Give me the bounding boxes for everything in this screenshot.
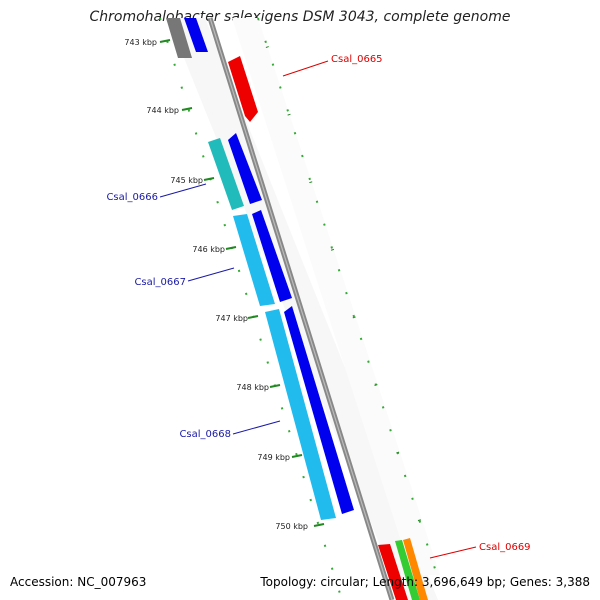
tick-label-746: 746 kbp bbox=[192, 245, 225, 254]
leader-csal-0669 bbox=[429, 546, 477, 559]
gene-csal-0666 bbox=[228, 133, 262, 204]
tick-label-749: 749 kbp bbox=[257, 453, 290, 462]
tick-label-748: 748 kbp bbox=[236, 383, 269, 392]
tick-mark-743 bbox=[159, 39, 171, 43]
tick-label-747: 747 kbp bbox=[215, 314, 248, 323]
genome-backbone-highlight bbox=[209, 17, 393, 600]
rna-gene-orange bbox=[403, 538, 428, 600]
tick-mark-748 bbox=[269, 384, 281, 388]
gene-csal-0668-light bbox=[265, 309, 336, 520]
outer-track-band bbox=[232, 18, 440, 575]
gene-label-csal-0665: Csal_0665 bbox=[331, 54, 383, 65]
leader-csal-0666 bbox=[159, 183, 207, 198]
gene-label-csal-0666: Csal_0666 bbox=[106, 192, 158, 203]
leader-csal-0667 bbox=[187, 267, 235, 282]
tick-mark-750 bbox=[313, 523, 325, 527]
gene-label-csal-0667: Csal_0667 bbox=[134, 277, 186, 288]
outer-dotted-boundary bbox=[257, 17, 438, 576]
tick-mark-745 bbox=[203, 177, 215, 181]
tick-mark-746 bbox=[225, 246, 237, 250]
gene-csal-0669 bbox=[378, 544, 408, 600]
gene-csal-0667 bbox=[252, 210, 292, 302]
gene-label-csal-0669: Csal_0669 bbox=[479, 542, 531, 553]
blue-gene-upper bbox=[184, 18, 208, 52]
tick-mark-747 bbox=[247, 315, 259, 319]
topology-text: Topology: circular; Length: 3,696,649 bp… bbox=[260, 575, 590, 589]
gray-gene-upper bbox=[166, 18, 192, 58]
gene-label-csal-0668: Csal_0668 bbox=[179, 429, 231, 440]
tick-mark-749 bbox=[291, 454, 303, 458]
accession-text: Accession: NC_007963 bbox=[10, 575, 147, 589]
rna-gene-green bbox=[395, 540, 420, 600]
gene-csal-0668 bbox=[284, 306, 354, 514]
tick-mark-744 bbox=[181, 107, 193, 111]
tick-label-750: 750 kbp bbox=[275, 522, 308, 531]
gene-csal-0667-light bbox=[233, 214, 275, 306]
tick-label-745: 745 kbp bbox=[170, 176, 203, 185]
gene-csal-0666-cyan bbox=[208, 138, 244, 210]
gene-csal-0665 bbox=[228, 56, 258, 122]
tick-label-743: 743 kbp bbox=[124, 38, 157, 47]
leader-csal-0668 bbox=[232, 420, 281, 435]
tick-label-744: 744 kbp bbox=[146, 106, 179, 115]
leader-csal-0665 bbox=[282, 60, 329, 77]
